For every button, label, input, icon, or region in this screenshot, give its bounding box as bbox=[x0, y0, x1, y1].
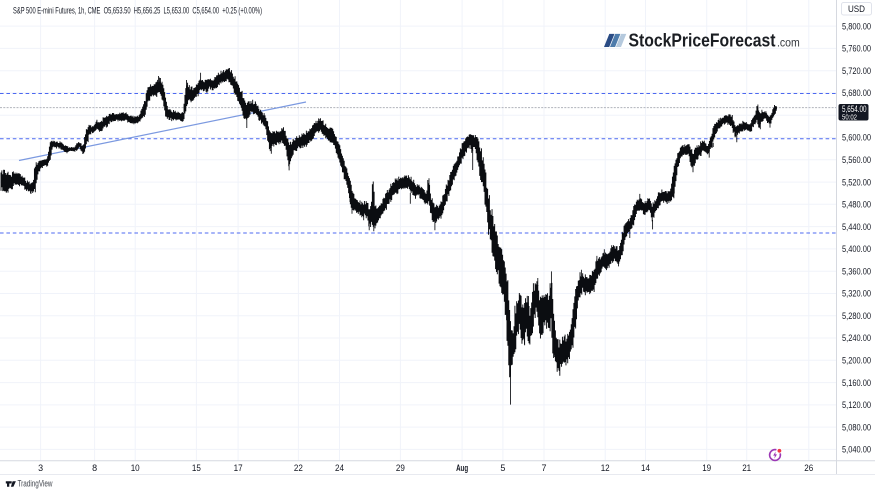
svg-text:14: 14 bbox=[641, 463, 650, 473]
svg-text:5,600.00: 5,600.00 bbox=[842, 133, 871, 143]
svg-text:5: 5 bbox=[500, 463, 505, 473]
svg-text:5,560.00: 5,560.00 bbox=[842, 155, 871, 165]
svg-text:5,480.00: 5,480.00 bbox=[842, 200, 871, 210]
svg-text:5,654.00: 5,654.00 bbox=[842, 104, 867, 114]
svg-text:5,800.00: 5,800.00 bbox=[842, 21, 871, 31]
svg-text:5,040.00: 5,040.00 bbox=[842, 445, 871, 455]
svg-text:5,160.00: 5,160.00 bbox=[842, 378, 871, 388]
svg-text:5,280.00: 5,280.00 bbox=[842, 311, 871, 321]
svg-text:24: 24 bbox=[335, 463, 344, 473]
svg-text:26: 26 bbox=[804, 463, 813, 473]
svg-text:3: 3 bbox=[38, 463, 43, 473]
svg-text:5,240.00: 5,240.00 bbox=[842, 333, 871, 343]
svg-text:5,320.00: 5,320.00 bbox=[842, 289, 871, 299]
svg-text:5,680.00: 5,680.00 bbox=[842, 88, 871, 98]
svg-text:8: 8 bbox=[92, 463, 97, 473]
svg-text:5,720.00: 5,720.00 bbox=[842, 66, 871, 76]
svg-text:5,760.00: 5,760.00 bbox=[842, 44, 871, 54]
svg-text:5,440.00: 5,440.00 bbox=[842, 222, 871, 232]
svg-text:StockPriceForecast: StockPriceForecast bbox=[629, 29, 776, 50]
svg-text:50:02: 50:02 bbox=[842, 112, 857, 121]
svg-text:.com: .com bbox=[777, 37, 800, 49]
svg-text:5,400.00: 5,400.00 bbox=[842, 244, 871, 254]
svg-text:12: 12 bbox=[601, 463, 610, 473]
svg-text:19: 19 bbox=[702, 463, 711, 473]
svg-text:5,120.00: 5,120.00 bbox=[842, 400, 871, 410]
svg-text:15: 15 bbox=[192, 463, 201, 473]
svg-text:5,360.00: 5,360.00 bbox=[842, 266, 871, 276]
svg-text:17: 17 bbox=[234, 463, 243, 473]
svg-text:USD: USD bbox=[848, 4, 865, 14]
svg-text:5,520.00: 5,520.00 bbox=[842, 177, 871, 187]
svg-text:10: 10 bbox=[131, 463, 140, 473]
svg-text:5,200.00: 5,200.00 bbox=[842, 356, 871, 366]
svg-text:5,080.00: 5,080.00 bbox=[842, 422, 871, 432]
svg-text:TradingView: TradingView bbox=[18, 479, 53, 489]
svg-text:29: 29 bbox=[396, 463, 405, 473]
svg-text:S&P 500 E-mini Futures, 1h, CM: S&P 500 E-mini Futures, 1h, CME O5,653.5… bbox=[13, 6, 262, 16]
svg-text:7: 7 bbox=[542, 463, 547, 473]
svg-text:22: 22 bbox=[294, 463, 303, 473]
svg-text:Aug: Aug bbox=[456, 463, 468, 473]
svg-text:21: 21 bbox=[742, 463, 751, 473]
